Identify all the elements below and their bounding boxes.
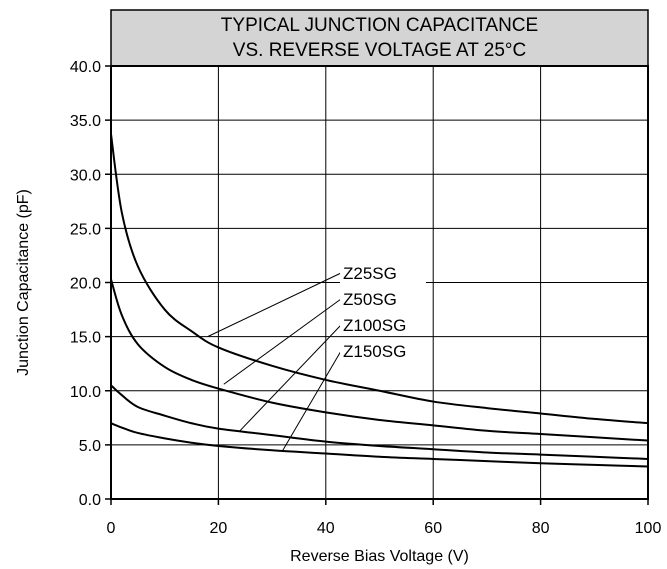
x-tick-label: 20	[210, 520, 228, 537]
y-axis-ticks: 0.0 5.0 10.0 15.0 20.0 25.0 30.0 35.0 40.0	[70, 59, 111, 509]
y-tick-label: 0.0	[79, 492, 101, 509]
y-tick-label: 25.0	[70, 221, 101, 238]
x-tick-label: 80	[532, 520, 550, 537]
leader-line-z150sg	[282, 350, 342, 451]
title-panel: TYPICAL JUNCTION CAPACITANCE VS. REVERSE…	[110, 9, 649, 67]
y-tick-label: 35.0	[70, 113, 101, 130]
chart-title-line-1: TYPICAL JUNCTION CAPACITANCE	[221, 15, 538, 36]
y-tick-label: 20.0	[70, 276, 101, 293]
y-tick-label: 15.0	[70, 330, 101, 347]
title-background	[110, 9, 649, 67]
y-tick-label: 40.0	[70, 59, 101, 76]
series-line-z150sg	[110, 422, 649, 468]
series-label-z50sg: Z50SG	[343, 290, 397, 309]
series-leader-lines	[207, 272, 342, 451]
series-line-z100sg	[110, 384, 649, 460]
leader-line-z100sg	[239, 324, 342, 432]
y-tick-label: 30.0	[70, 167, 101, 184]
series-labels: Z25SG Z50SG Z100SG Z150SG	[340, 262, 426, 362]
x-tick-label: 40	[317, 520, 335, 537]
grid	[111, 66, 648, 499]
y-tick-label: 5.0	[79, 438, 101, 455]
series-label-z25sg: Z25SG	[343, 264, 397, 283]
x-axis-ticks: 0 20 40 60 80 100	[107, 499, 662, 537]
series-label-z100sg: Z100SG	[343, 316, 406, 335]
series-label-z150sg: Z150SG	[343, 342, 406, 361]
leader-line-z50sg	[223, 298, 342, 385]
series-label-background	[340, 262, 426, 284]
series-label-background	[340, 288, 426, 310]
x-axis-label: Reverse Bias Voltage (V)	[290, 548, 469, 565]
x-tick-label: 100	[635, 520, 662, 537]
chart-title-line-2: VS. REVERSE VOLTAGE AT 25°C	[233, 40, 526, 61]
y-axis-label: Junction Capacitance (pF)	[15, 189, 32, 376]
x-tick-label: 0	[107, 520, 116, 537]
y-tick-label: 10.0	[70, 384, 101, 401]
leader-line-z25sg	[207, 272, 342, 338]
series-label-background	[340, 314, 426, 336]
series-label-background	[340, 340, 426, 362]
series-line-z50sg	[110, 278, 649, 442]
x-tick-label: 60	[424, 520, 442, 537]
